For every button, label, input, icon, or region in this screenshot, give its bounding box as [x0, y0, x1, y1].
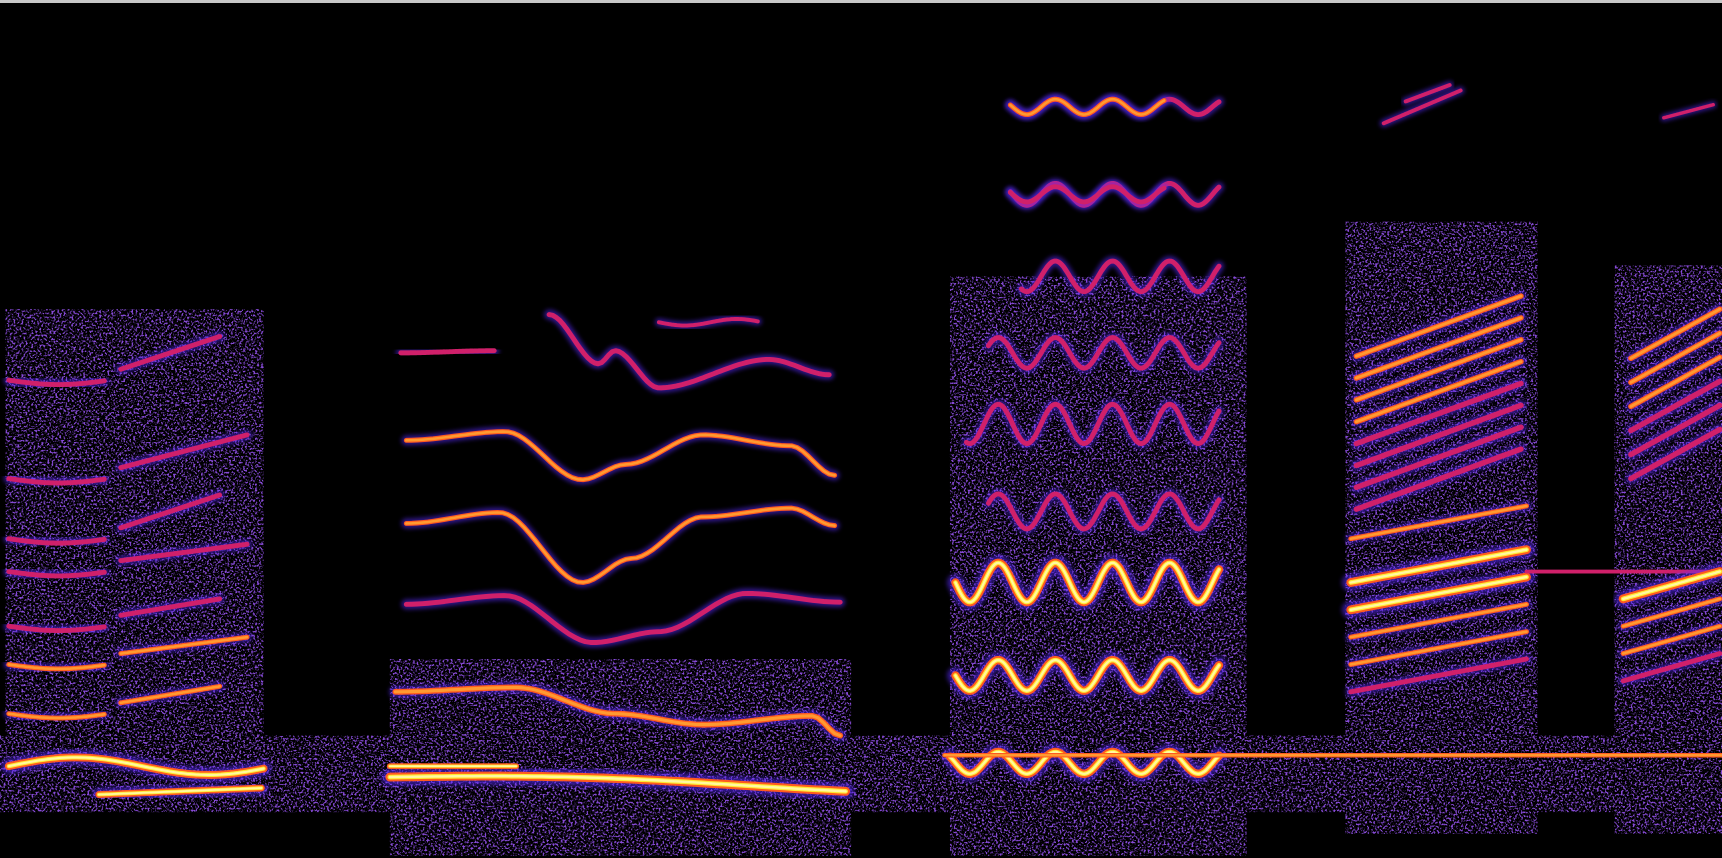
body: (() => { JSON.parse(document.getElementB…	[0, 0, 1722, 858]
spectrogram	[0, 3, 1722, 858]
harmonic-trace	[401, 351, 494, 353]
page: Spectrogram {} html, body { margin: 0; p…	[0, 0, 1722, 858]
spectrogram-frame	[0, 0, 1722, 858]
